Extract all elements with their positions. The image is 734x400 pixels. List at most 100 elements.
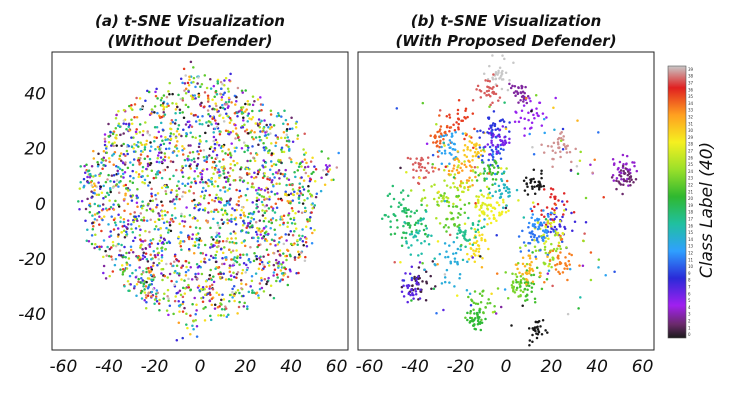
panel-b-point-class-22 — [463, 203, 467, 206]
panel-b-point-class-38 — [565, 151, 569, 154]
colorbar-tick-label: 26 — [688, 155, 694, 160]
panel-a-point-class-14 — [226, 201, 230, 205]
panel-a-point-class-16 — [255, 203, 258, 206]
panel-a-point-class-5 — [247, 222, 250, 225]
colorbar-tick-label: 18 — [688, 210, 694, 215]
panel-b-point-class-33 — [564, 263, 568, 267]
panel-b-point-class-19 — [395, 218, 399, 222]
panel-b-point-class-22 — [480, 294, 484, 298]
panel-b-point-class-10 — [488, 145, 492, 149]
panel-a-point-class-11 — [208, 258, 211, 262]
panel-a-point-class-11 — [201, 208, 205, 212]
panel-a-point-class-25 — [303, 199, 306, 202]
panel-b-point-class-21 — [492, 166, 496, 169]
panel-a-point-class-33 — [112, 163, 115, 167]
panel-a-point-class-24 — [161, 267, 165, 271]
panel-a-point-class-19 — [119, 268, 122, 271]
panel-a-point-class-25 — [209, 145, 213, 149]
panel-b-point-class-0 — [531, 333, 534, 337]
panel-b-point-class-18 — [413, 211, 416, 215]
panel-b-point-class-2 — [622, 178, 626, 181]
panel-a-point-class-5 — [134, 130, 138, 134]
panel-a-point-class-12 — [187, 268, 190, 272]
panel-a-point-class-10 — [115, 164, 118, 168]
panel-b-point-class-26 — [452, 202, 455, 206]
panel-a-point-class-15 — [246, 120, 249, 123]
panel-a-point-class-14 — [135, 294, 138, 297]
panel-a-point-class-13 — [190, 81, 193, 84]
panel-a-point-class-32 — [282, 131, 286, 134]
panel-a-point-class-31 — [197, 284, 201, 288]
panel-b-point-class-1 — [431, 260, 435, 263]
panel-a-point-class-32 — [234, 127, 238, 130]
panel-b-point-class-25 — [437, 196, 441, 200]
panel-b-point-class-22 — [472, 301, 476, 305]
panel-a-point-class-36 — [310, 211, 313, 214]
panel-b-point-class-27 — [486, 214, 489, 217]
panel-b-point-class-2 — [619, 169, 623, 172]
panel-a-point-class-27 — [161, 214, 164, 217]
panel-a-point-class-27 — [174, 295, 177, 298]
panel-b-point-class-14 — [466, 260, 469, 263]
panel-a-point-class-23 — [229, 154, 233, 157]
panel-a-point-class-8 — [236, 114, 239, 118]
panel-a-point-class-8 — [155, 87, 158, 91]
panel-b-point-class-17 — [459, 245, 462, 248]
panel-b-point-class-24 — [554, 249, 558, 253]
panel-a-point-class-20 — [258, 193, 261, 196]
panel-a-point-class-1 — [239, 168, 242, 171]
panel-a-point-class-4 — [241, 91, 244, 94]
panel-a-point-class-2 — [208, 291, 211, 294]
panel-a-point-class-16 — [298, 238, 302, 241]
panel-b-point-class-15 — [501, 206, 505, 210]
panel-a-point-class-15 — [260, 119, 263, 123]
panel-b-point-class-22 — [451, 205, 455, 208]
panel-b-point-class-12 — [531, 213, 535, 216]
panel-b-point-class-3 — [509, 86, 513, 90]
panel-a-point-class-39 — [244, 271, 247, 274]
panel-a-point-class-16 — [205, 121, 208, 124]
panel-b-point-class-25 — [423, 196, 427, 200]
panel-a-point-class-10 — [134, 227, 138, 230]
panel-a-point-class-7 — [249, 285, 252, 288]
panel-b-point-class-37 — [412, 168, 415, 171]
panel-a-point-class-5 — [135, 201, 139, 205]
panel-a-point-class-28 — [211, 98, 214, 101]
panel-b-point-class-27 — [485, 185, 489, 189]
panel-b-point-class-21 — [494, 178, 498, 181]
panel-a-point-class-25 — [158, 239, 162, 243]
panel-a-point-class-13 — [102, 239, 106, 242]
panel-a-point-class-36 — [275, 273, 279, 276]
panel-b-point-class-0 — [540, 185, 543, 188]
panel-a-point-class-18 — [154, 292, 158, 295]
panel-b-point-class-4 — [621, 153, 625, 157]
panel-b-point-class-16 — [410, 244, 413, 247]
panel-a-point-class-3 — [116, 169, 119, 173]
panel-b-point-class-14 — [458, 272, 462, 276]
panel-b-point-class-3 — [513, 85, 517, 88]
panel-b-point-class-20 — [424, 232, 427, 236]
panel-a-point-class-13 — [98, 204, 102, 208]
panel-a-point-class-17 — [176, 127, 180, 131]
colorbar-tick-label: 9 — [688, 271, 691, 276]
panel-a-point-class-7 — [201, 286, 205, 289]
panel-a-point-class-12 — [337, 151, 340, 155]
panel-b-point-class-31 — [539, 271, 542, 275]
panel-b-point-class-28 — [492, 213, 495, 217]
panel-b-point-class-6 — [508, 141, 511, 145]
panel-b-point-class-2 — [624, 179, 627, 183]
panel-a-point-class-26 — [210, 210, 213, 213]
panel-a-point-class-3 — [246, 159, 249, 163]
panel-a-point-class-10 — [194, 272, 197, 276]
panel-a-point-class-2 — [157, 212, 160, 215]
panel-a-point-class-28 — [248, 117, 251, 120]
panel-b-point-class-22 — [442, 226, 446, 229]
panel-a-point-class-26 — [212, 172, 215, 176]
panel-b-point-class-20 — [474, 317, 477, 320]
panel-a-point-class-24 — [192, 319, 195, 323]
panel-a-point-class-32 — [135, 116, 139, 119]
panel-b-point-class-37 — [412, 176, 415, 179]
panel-a-point-class-10 — [221, 293, 224, 296]
panel-a-point-class-30 — [227, 96, 231, 100]
panel-b-point-class-6 — [496, 134, 500, 137]
